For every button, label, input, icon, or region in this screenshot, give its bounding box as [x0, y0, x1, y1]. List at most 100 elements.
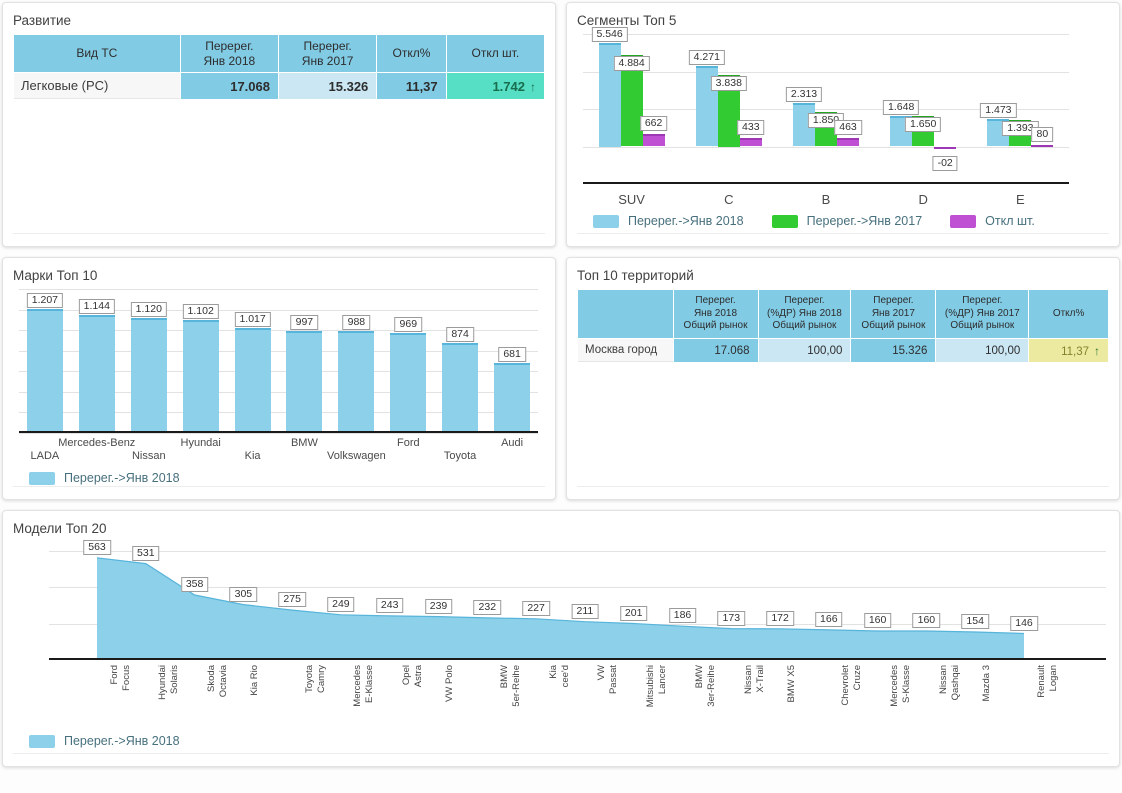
panel-development: Развитие Вид ТС Перерег. Янв 2018 Перерег. Я…: [2, 2, 556, 247]
x-category-text: VW Passat: [596, 665, 619, 695]
value-label: 3.838: [710, 75, 747, 91]
bar[interactable]: [620, 54, 643, 147]
panel-brands: Марки Топ 10 1.207 1.144 1.120 1.102 1.017 99…: [2, 257, 556, 500]
column-header: Откл шт.: [446, 35, 544, 72]
legend-label: Перерег.->Янв 2018: [628, 214, 744, 228]
gridline: [583, 109, 1069, 110]
column-header: Откл%: [377, 35, 446, 72]
table-header-row: Перерег. Янв 2018 Общий рынок Перерег. (%ДР)…: [578, 290, 1108, 338]
value-label: 154: [961, 614, 989, 629]
x-category-text: Mazda 3: [981, 665, 992, 702]
trend-up-icon: ↑: [1094, 343, 1100, 358]
gridline: [19, 309, 538, 311]
value-label: 172: [766, 610, 794, 626]
x-category-text: BMW 3er-Reihe: [694, 665, 717, 707]
bar[interactable]: [338, 331, 375, 433]
x-category-text: Hyundai Solaris: [157, 665, 180, 700]
table-header: Вид ТС Перерег. Янв 2018 Перерег. Янв 2017 От…: [14, 35, 544, 72]
x-category-label: LADA: [30, 450, 60, 462]
legend-label: Перерег.->Янв 2017: [806, 214, 923, 228]
legend-swatch-icon: [950, 214, 977, 228]
bar[interactable]: [642, 134, 665, 147]
column-header: [578, 290, 673, 338]
gridline: [19, 433, 538, 434]
value-label: 243: [375, 597, 404, 613]
value-label: 531: [132, 545, 160, 561]
gridline: [49, 551, 1106, 553]
value-label: 1.102: [182, 303, 219, 319]
chart-legend: Перерег.->Янв 2018: [29, 734, 1109, 748]
gridline: [583, 34, 1069, 35]
bar[interactable]: [78, 315, 115, 433]
panel-title-models: Модели Топ 20: [13, 521, 107, 536]
column-header: Перерег. (%ДР) Янв 2017 Общий рынок: [936, 290, 1029, 338]
chart-plot: 563 531 358 305 275 249 243 239 232 227 211 201 186 1…: [49, 539, 1106, 707]
column-header: Вид ТС: [14, 35, 180, 72]
value-label: 681: [498, 347, 526, 362]
x-category-text: Kia Rio: [249, 665, 261, 696]
x-category-text: Chevrolet Cruze: [840, 665, 863, 706]
bar[interactable]: [442, 343, 479, 433]
legend-item[interactable]: Перерег.->Янв 2018: [593, 214, 744, 228]
value-label: 232: [473, 599, 502, 615]
value-label: 969: [394, 317, 423, 333]
x-category-text: Mercedes S-Klasse: [889, 665, 912, 707]
table-row[interactable]: Москва город 17.068 100,00 15.326 100,00 11,3…: [578, 339, 1108, 362]
area-series[interactable]: [49, 542, 1106, 660]
bar[interactable]: [286, 330, 323, 433]
value-label: 249: [327, 596, 355, 612]
table-body: Легковые (PC) 17.068 15.326 11,37 1.742 ↑: [14, 73, 544, 99]
x-category-text: Nissan X-Trail: [742, 665, 766, 695]
value-cell: 17.068: [673, 339, 758, 362]
value-label: 563: [83, 539, 111, 555]
chart-plot: 1.207 1.144 1.120 1.102 1.017 997 988 969 874 681…: [19, 289, 538, 462]
x-category-label: D: [918, 192, 928, 207]
bar[interactable]: [130, 317, 167, 433]
gridline: [19, 412, 538, 414]
bar[interactable]: [739, 138, 762, 147]
column-header: Перерег. Янв 2017 Общий рынок: [851, 290, 936, 338]
legend-swatch-icon: [29, 471, 55, 485]
value-label: 166: [815, 611, 843, 627]
bar[interactable]: [26, 308, 63, 433]
gridline: [19, 391, 538, 393]
value-label: 1.650: [905, 116, 942, 132]
value-label: 1.144: [78, 299, 115, 315]
value-cell: 100,00: [936, 339, 1029, 362]
x-category-text: Kia cee'd: [547, 665, 571, 688]
x-category-label: Audi: [501, 437, 524, 449]
value-cell: 15.326: [278, 73, 377, 99]
bar[interactable]: [837, 137, 859, 147]
dashboard: Развитие Вид ТС Перерег. Янв 2018 Перерег. Я…: [2, 2, 1120, 767]
table-row[interactable]: Легковые (PC) 17.068 15.326 11,37 1.742 ↑: [14, 73, 544, 99]
segments-bar-chart: 5.546 4.271 2.313 1.648 1.473 4.884 3.838 1.850…: [577, 26, 1109, 228]
value-label: 874: [446, 327, 474, 343]
value-label: 358: [180, 577, 209, 592]
value-label: 1.120: [130, 301, 167, 317]
bar[interactable]: [390, 333, 427, 433]
column-header: Перерег. Янв 2017: [278, 35, 377, 72]
legend-item[interactable]: Перерег.->Янв 2018: [29, 471, 180, 485]
row-name-cell: Легковые (PC): [14, 73, 180, 99]
legend-swatch-icon: [29, 734, 55, 748]
value-label: 1.393: [1002, 121, 1039, 137]
panel-models: Модели Топ 20 563 531 358 305 275 249 243 239 23…: [2, 510, 1120, 767]
bar[interactable]: [494, 363, 531, 433]
legend-item[interactable]: Откл шт.: [950, 214, 1035, 228]
territories-table-container: Перерег. Янв 2018 Общий рынок Перерег. (%ДР)…: [577, 289, 1109, 363]
bar[interactable]: [182, 319, 219, 433]
bar[interactable]: [934, 146, 957, 149]
value-cell: 1.742 ↑: [446, 73, 544, 99]
legend-item[interactable]: Перерег.->Янв 2017: [771, 214, 923, 228]
value-label: 2.313: [785, 87, 823, 103]
x-category-label: Ford: [396, 437, 420, 449]
x-category-text: BMW X5: [785, 665, 797, 703]
panel-title-brands: Марки Топ 10: [13, 268, 98, 283]
value-label: 186: [668, 608, 697, 624]
value-cell: 11,37 ↑: [1029, 339, 1108, 362]
bar[interactable]: [234, 328, 271, 433]
legend-item[interactable]: Перерег.->Янв 2018: [29, 734, 180, 748]
legend-label: Перерег.->Янв 2018: [64, 471, 180, 485]
bar[interactable]: [1031, 145, 1054, 147]
column-header: Перерег. Янв 2018 Общий рынок: [673, 290, 758, 338]
